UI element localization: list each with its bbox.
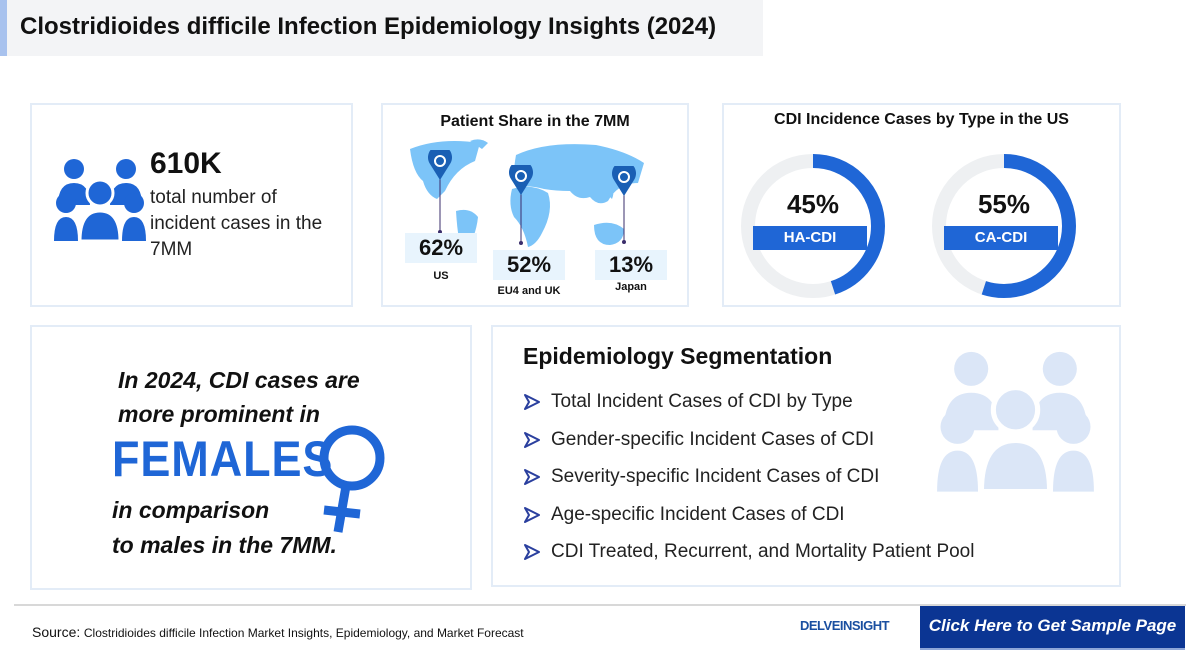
ha-cdi-value: 45% [786, 189, 840, 219]
title-accent-bar [0, 0, 7, 56]
people-group-icon [54, 159, 146, 243]
ha-cdi-donut [741, 154, 885, 298]
location-pin-icon [509, 165, 533, 245]
segmentation-item: CDI Treated, Recurrent, and Mortality Pa… [523, 541, 974, 563]
cdi-type-card: CDI Incidence Cases by Type in the US 45… [722, 103, 1121, 307]
share-us-value: 62% [405, 233, 477, 263]
ca-cdi-label: CA-CDI [944, 226, 1058, 250]
footer-source: Source: Clostridioides difficile Infecti… [32, 624, 524, 640]
source-text: Clostridioides difficile Infection Marke… [83, 626, 524, 640]
ca-cdi-arc [932, 154, 1076, 298]
segmentation-item: Total Incident Cases of CDI by Type [523, 391, 853, 413]
share-japan-label: Japan [615, 281, 647, 293]
segmentation-title: Epidemiology Segmentation [523, 343, 833, 369]
segmentation-item-label: CDI Treated, Recurrent, and Mortality Pa… [551, 541, 975, 562]
female-symbol-icon [319, 425, 385, 533]
page-title: Clostridioides difficile Infection Epide… [20, 13, 717, 40]
location-pin-icon [428, 150, 452, 234]
footer-divider [14, 604, 1186, 606]
segmentation-item-label: Age-specific Incident Cases of CDI [551, 503, 845, 525]
gender-highlight: FEMALES [112, 431, 334, 487]
gender-card: In 2024, CDI cases are more prominent in… [30, 325, 472, 590]
chevron-right-icon [524, 469, 540, 485]
chevron-right-icon [524, 506, 540, 523]
segmentation-item-label: Severity-specific Incident Cases of CDI [551, 466, 880, 487]
chevron-right-icon [524, 544, 540, 560]
share-eu-label: EU4 and UK [497, 285, 561, 297]
incident-cases-card: 610K total number of incident cases in t… [30, 103, 353, 307]
ha-cdi-label: HA-CDI [753, 226, 867, 250]
gender-line-4: to males in the 7MM. [112, 532, 337, 558]
segmentation-item: Gender-specific Incident Cases of CDI [523, 429, 874, 451]
gender-line-1: In 2024, CDI cases are [118, 367, 360, 393]
segmentation-item-label: Total Incident Cases of CDI by Type [551, 391, 853, 412]
segmentation-item: Age-specific Incident Cases of CDI [523, 504, 845, 526]
source-label: Source: [32, 624, 81, 640]
share-eu-value: 52% [493, 250, 565, 280]
gender-line-2: more prominent in [118, 401, 320, 427]
segmentation-card: Epidemiology Segmentation Total Incident… [491, 325, 1121, 587]
share-us-label: US [433, 270, 449, 282]
ha-cdi-arc [741, 154, 885, 298]
patient-share-title: Patient Share in the 7MM [440, 113, 630, 130]
incident-text: total number of incident cases in the 7M… [150, 187, 323, 260]
patient-share-card: Patient Share in the 7MM 62% US 52% EU4 … [381, 103, 689, 307]
location-pin-icon [612, 166, 636, 244]
segmentation-item: Severity-specific Incident Cases of CDI [523, 466, 879, 488]
chevron-right-icon [524, 431, 540, 448]
world-map [410, 139, 644, 255]
segmentation-item-label: Gender-specific Incident Cases of CDI [551, 428, 875, 450]
gender-line-3: in comparison [112, 497, 270, 523]
incident-value: 610K [150, 147, 222, 180]
ca-cdi-value: 55% [977, 189, 1031, 219]
people-group-icon [937, 351, 1094, 495]
cdi-type-title: CDI Incidence Cases by Type in the US [774, 111, 1069, 128]
delveinsight-logo: DELVEINSIGHT [800, 618, 890, 633]
chevron-right-icon [524, 394, 540, 410]
get-sample-page-button[interactable]: Click Here to Get Sample Page [920, 606, 1185, 650]
share-japan-value: 13% [595, 250, 667, 280]
ca-cdi-donut [932, 154, 1076, 298]
page-title-bar: Clostridioides difficile Infection Epide… [0, 0, 763, 56]
